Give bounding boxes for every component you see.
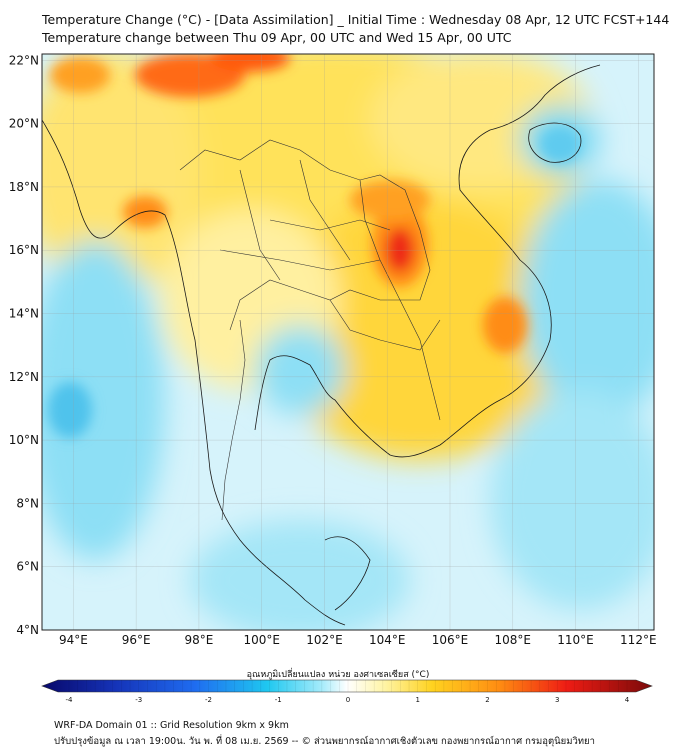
- latitude-labels: 22°N 20°N 18°N 16°N 14°N 12°N 10°N 8°N 6°N 4°N: [9, 53, 39, 637]
- coast-borneo: [324, 536, 371, 611]
- longitude-label: 102°E: [306, 633, 343, 647]
- cool-region-south: [190, 520, 410, 630]
- footer-model-info: WRF-DA Domain 01 :: Grid Resolution 9km …: [54, 720, 289, 731]
- cool-region-andaman: [42, 240, 165, 560]
- longitude-label: 96°E: [122, 633, 151, 647]
- longitude-label: 108°E: [495, 633, 532, 647]
- field-blobs: [42, 54, 654, 630]
- map-subtitle: Temperature change between Thu 09 Apr, 0…: [42, 30, 512, 45]
- longitude-label: 112°E: [620, 633, 657, 647]
- border-thailand-north: [179, 139, 431, 331]
- latitude-label: 12°N: [9, 370, 39, 384]
- map-frame: [41, 53, 655, 631]
- latitude-label: 14°N: [9, 307, 39, 321]
- colorbar-tick-label: -4: [66, 696, 74, 704]
- longitude-label: 104°E: [369, 633, 406, 647]
- cool-region-scs-north: [520, 180, 654, 420]
- graticule: [42, 54, 654, 630]
- hotspot-isan-core: [386, 228, 414, 272]
- colorbar-tick-label: 3: [555, 696, 559, 704]
- coast-east: [254, 64, 601, 458]
- admin-borders: [179, 139, 441, 521]
- map-title: Temperature Change (°C) - [Data Assimila…: [42, 12, 670, 27]
- longitude-label: 110°E: [557, 633, 594, 647]
- coast-west: [42, 119, 346, 626]
- coast-hainan: [528, 122, 582, 163]
- colorbar-title: อุณหภูมิเปลี่ยนแปลง หน่วย องศาเซลเซียส (…: [246, 670, 430, 680]
- coastlines: [42, 64, 601, 626]
- colorbar-segments: [68, 680, 628, 692]
- colorbar-tick-label: 0: [346, 696, 350, 704]
- latitude-label: 4°N: [16, 623, 39, 637]
- latitude-label: 8°N: [16, 496, 39, 510]
- footer-credit: ปรับปรุงข้อมูล ณ เวลา 19:00น. วัน พ. ที่…: [54, 736, 595, 747]
- colorbar-tick-label: -3: [135, 696, 142, 704]
- cool-region-scs-south: [490, 390, 654, 610]
- colorbar-tick-label: -1: [275, 696, 282, 704]
- latitude-label: 6°N: [16, 560, 39, 574]
- longitude-label: 98°E: [184, 633, 213, 647]
- coldspot-andaman: [48, 382, 92, 438]
- warm-region-west: [42, 54, 200, 290]
- border-cambodia: [329, 299, 441, 351]
- temperature-field: [42, 54, 654, 630]
- border-mekong: [359, 179, 441, 421]
- colorbar-tick-label: 4: [625, 696, 630, 704]
- colorbar: -4 -3 -2 -1 0 1 2 3 4: [41, 679, 653, 704]
- field-hotspots: [48, 54, 580, 438]
- hotspot-shan: [210, 54, 290, 72]
- border-peninsula: [221, 319, 246, 521]
- colorbar-tick-label: 1: [416, 696, 420, 704]
- colorbar-tick-label: -2: [205, 696, 212, 704]
- latitude-label: 10°N: [9, 433, 39, 447]
- cool-region-gulf: [255, 325, 345, 415]
- border-provinces: [219, 159, 391, 281]
- longitude-label: 106°E: [432, 633, 469, 647]
- latitude-label: 22°N: [9, 53, 39, 67]
- colorbar-tick-label: 2: [485, 696, 489, 704]
- colorbar-ticks: -4 -3 -2 -1 0 1 2 3 4: [66, 696, 630, 704]
- colorbar-bar: [41, 679, 653, 693]
- latitude-label: 16°N: [9, 243, 39, 257]
- latitude-label: 18°N: [9, 180, 39, 194]
- longitude-labels: 94°E 96°E 98°E 100°E 102°E 104°E 106°E 108°E 110…: [59, 633, 657, 647]
- hotspot-northwest: [50, 57, 110, 93]
- longitude-label: 94°E: [59, 633, 88, 647]
- longitude-label: 100°E: [243, 633, 280, 647]
- coldspot-hainan: [540, 127, 580, 163]
- warm-region-indochina: [270, 200, 570, 460]
- hotspot-vietnam: [483, 297, 527, 353]
- latitude-label: 20°N: [9, 117, 39, 131]
- hotspot-laos: [350, 180, 430, 220]
